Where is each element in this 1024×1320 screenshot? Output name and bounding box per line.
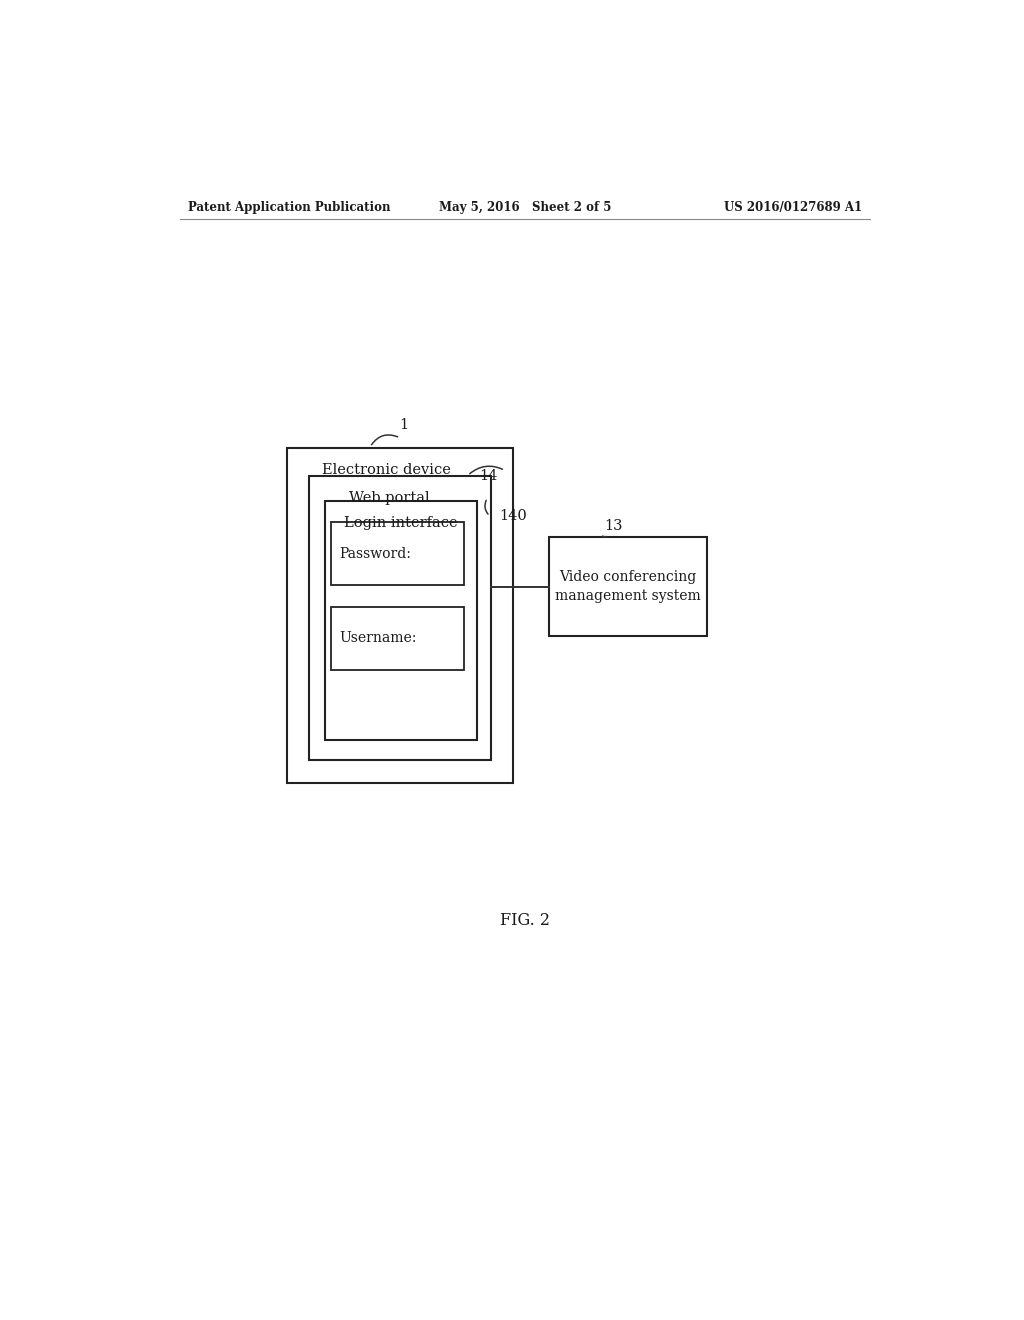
Text: 140: 140: [500, 510, 527, 523]
Text: May 5, 2016   Sheet 2 of 5: May 5, 2016 Sheet 2 of 5: [438, 201, 611, 214]
Text: Electronic device: Electronic device: [322, 463, 451, 478]
Text: US 2016/0127689 A1: US 2016/0127689 A1: [724, 201, 862, 214]
Bar: [325, 500, 477, 739]
Text: 13: 13: [604, 519, 623, 533]
Bar: [331, 523, 465, 585]
Text: Video conferencing
management system: Video conferencing management system: [555, 570, 700, 602]
Text: Patent Application Publication: Patent Application Publication: [187, 201, 390, 214]
Text: Login interface: Login interface: [344, 516, 458, 531]
Text: Username:: Username:: [339, 631, 417, 645]
Bar: [331, 607, 465, 669]
Text: Password:: Password:: [339, 546, 411, 561]
Bar: [287, 447, 513, 784]
Bar: [549, 536, 708, 636]
Text: 14: 14: [479, 469, 497, 483]
Text: 1: 1: [399, 417, 409, 432]
Bar: [309, 475, 492, 760]
Text: FIG. 2: FIG. 2: [500, 912, 550, 929]
Text: Web portal: Web portal: [349, 491, 429, 504]
